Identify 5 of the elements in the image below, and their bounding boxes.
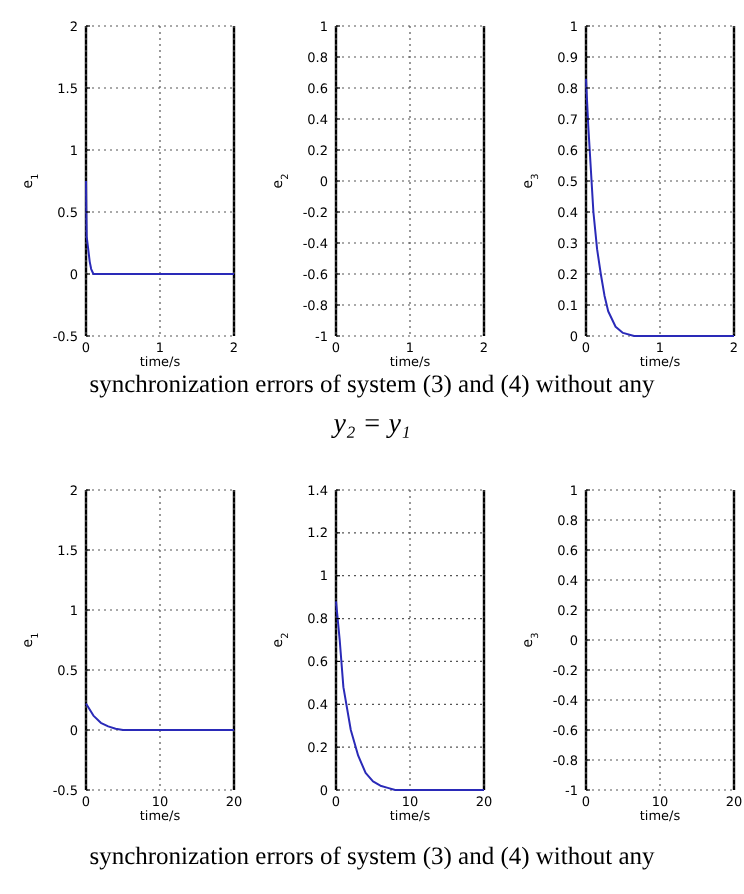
line-series — [85, 702, 235, 731]
text: y₂ = y₁ — [329, 410, 411, 440]
text: synchronization errors of system (3) and (4) without any — [89, 842, 657, 870]
line-series — [85, 180, 235, 275]
text: synchronization errors of system (3) and (4) without any — [89, 370, 657, 398]
